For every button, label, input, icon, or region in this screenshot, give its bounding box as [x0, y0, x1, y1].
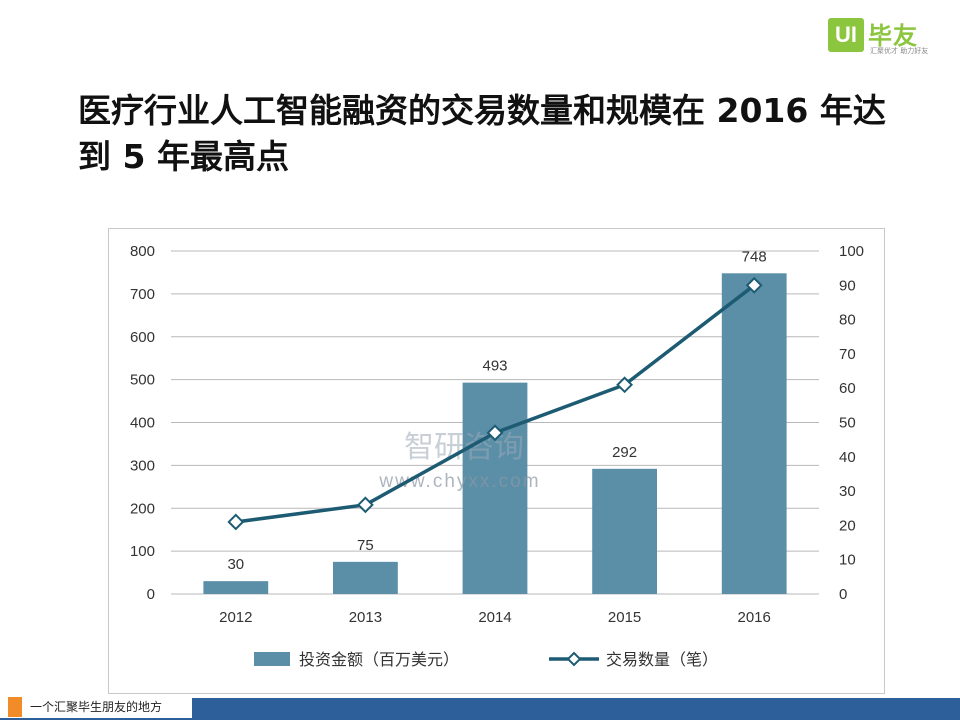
y2-tick-label: 80	[839, 312, 856, 329]
line-marker	[616, 376, 634, 394]
line-marker	[356, 496, 374, 514]
y-tick-label: 400	[130, 415, 155, 432]
footer-bar	[192, 698, 960, 718]
watermark-url: www.chyxx.com	[378, 471, 540, 492]
watermark-brand: 智研咨询	[404, 431, 524, 464]
y-tick-label: 800	[130, 243, 155, 260]
y2-tick-label: 10	[839, 552, 856, 569]
y2-tick-label: 50	[839, 415, 856, 432]
footer-accent	[8, 697, 22, 717]
brand-logo: UI 毕友 汇聚优才 助力好友	[828, 16, 948, 56]
bar	[592, 468, 657, 594]
line-marker	[745, 276, 763, 294]
line-marker	[227, 513, 245, 531]
data-label: 748	[742, 248, 767, 265]
footer-line	[0, 718, 960, 720]
y2-tick-label: 100	[839, 243, 864, 260]
y-tick-label: 0	[147, 586, 155, 603]
x-tick-label: 2016	[738, 609, 771, 626]
line-marker	[486, 424, 504, 442]
y2-tick-label: 60	[839, 380, 856, 397]
data-label: 292	[612, 444, 637, 461]
bar	[462, 382, 528, 594]
y-tick-label: 500	[130, 372, 155, 389]
y-tick-label: 100	[130, 543, 155, 560]
y-tick-label: 600	[130, 329, 155, 346]
y-tick-label: 300	[130, 457, 155, 474]
legend-swatch-marker	[566, 651, 582, 667]
y2-tick-label: 30	[839, 483, 856, 500]
combo-chart: 0 100 200 300 400 500 600 700 800 0 10 20 30 40 50 60 70…	[130, 243, 864, 669]
logo-mark: UI	[828, 18, 864, 52]
bar	[721, 273, 787, 594]
logo-slogan: 汇聚优才 助力好友	[870, 47, 929, 55]
data-label: 30	[227, 556, 244, 573]
legend-swatch-bar	[254, 652, 290, 666]
bar	[203, 581, 269, 594]
logo-name: 毕友	[868, 22, 918, 50]
chart-frame: 0 100 200 300 400 500 600 700 800 0 10 20 30 40 50 60 70…	[108, 228, 885, 694]
y2-tick-label: 20	[839, 517, 856, 534]
y2-tick-label: 0	[839, 586, 847, 603]
legend-label: 交易数量（笔）	[606, 651, 718, 669]
footer-slogan: 一个汇聚毕生朋友的地方	[30, 700, 163, 714]
bar	[333, 561, 398, 594]
page-title: 医疗行业人工智能融资的交易数量和规模在 2016 年达到 5 年最高点	[78, 91, 886, 176]
y-tick-label: 200	[130, 500, 155, 517]
y2-tick-label: 40	[839, 449, 856, 466]
y2-tick-label: 70	[839, 346, 856, 363]
x-tick-label: 2013	[349, 609, 382, 626]
x-tick-label: 2012	[219, 609, 252, 626]
y2-tick-label: 90	[839, 277, 856, 294]
data-label: 75	[357, 537, 374, 554]
y-tick-label: 700	[130, 286, 155, 303]
legend-label: 投资金额（百万美元）	[299, 651, 459, 669]
x-tick-label: 2014	[478, 609, 511, 626]
x-tick-label: 2015	[608, 609, 641, 626]
data-label: 493	[482, 358, 507, 375]
